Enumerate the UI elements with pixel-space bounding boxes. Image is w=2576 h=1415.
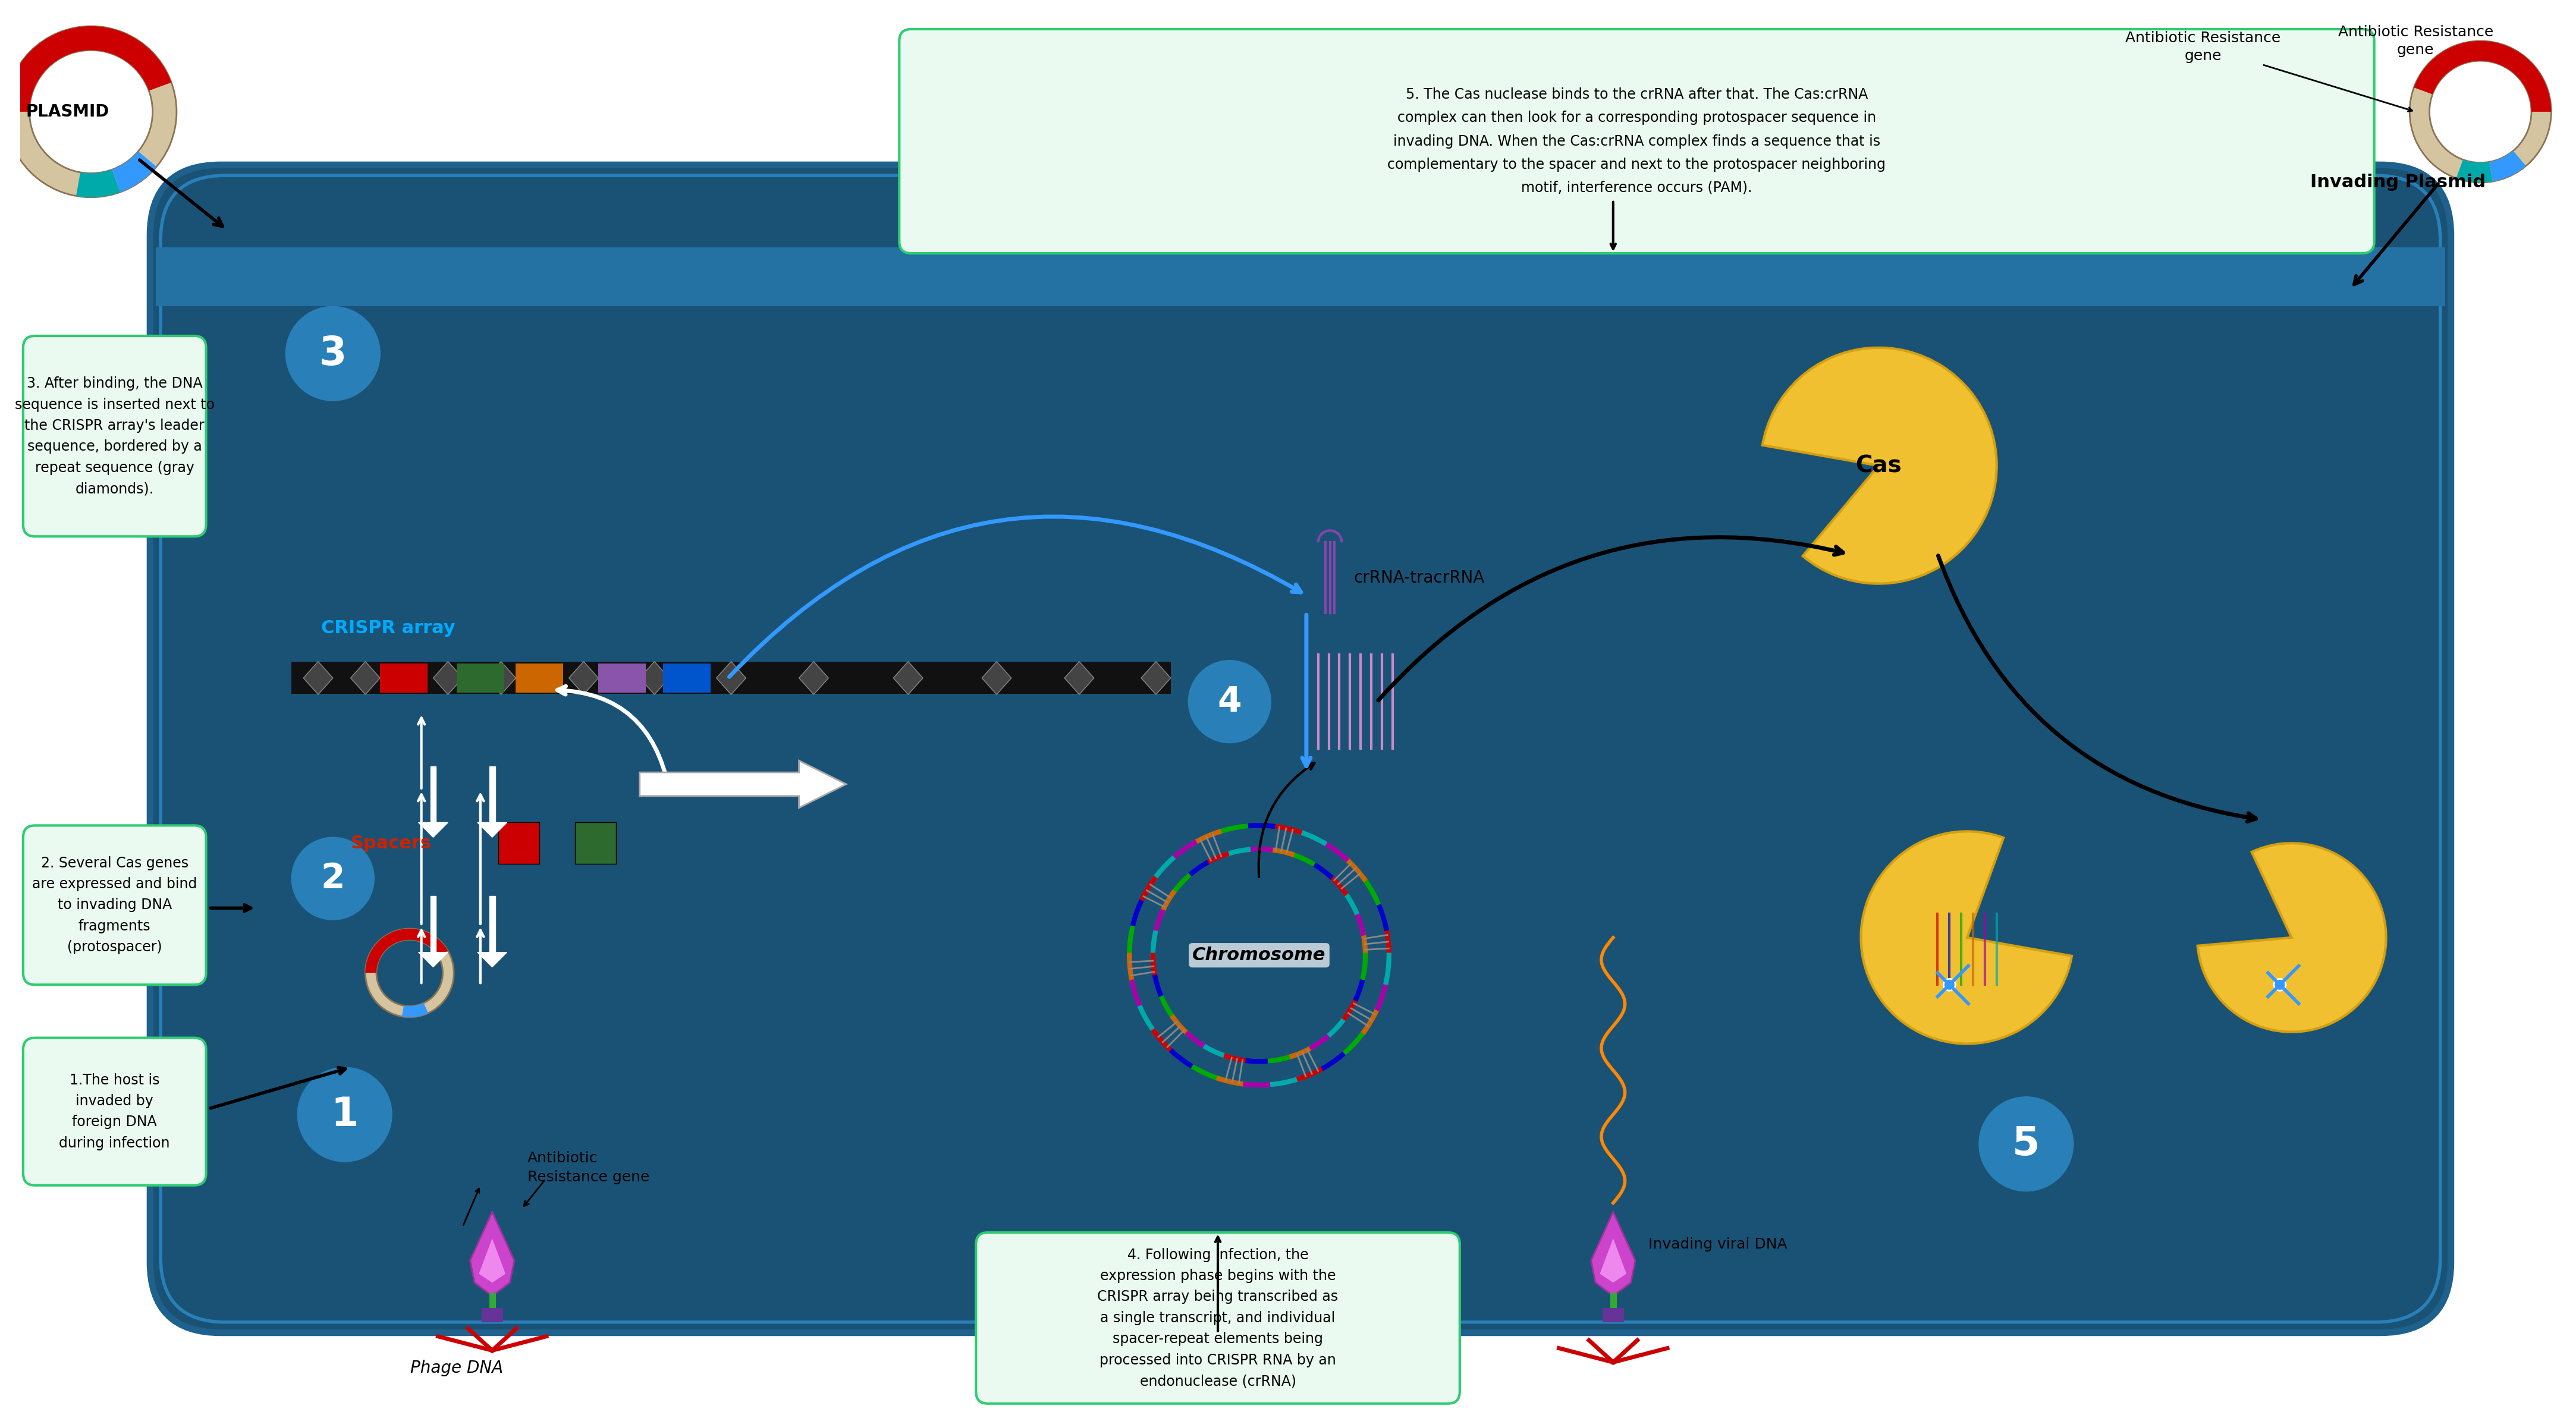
FancyBboxPatch shape [23,1037,206,1186]
Bar [291,661,1170,693]
Polygon shape [1600,1238,1625,1282]
Wedge shape [77,170,121,197]
Polygon shape [569,661,598,695]
Text: PLASMID: PLASMID [26,103,108,120]
Circle shape [291,838,374,920]
Wedge shape [366,928,453,1017]
Polygon shape [1592,1211,1636,1296]
Bar [1602,1307,1623,1323]
Polygon shape [479,1238,505,1282]
Circle shape [1942,979,1955,990]
Polygon shape [417,952,448,966]
Wedge shape [2409,41,2550,183]
Bar [598,664,647,693]
Polygon shape [1141,661,1170,695]
Polygon shape [799,661,829,695]
Wedge shape [2488,151,2527,181]
Wedge shape [402,1003,428,1017]
Text: 2: 2 [322,862,345,896]
Text: 4. Following infection, the
expression phase begins with the
CRISPR array being : 4. Following infection, the expression p… [1097,1248,1340,1388]
Wedge shape [2197,843,2385,1032]
Bar [574,822,616,863]
Bar [515,664,564,693]
Text: Antibiotic Resistance
gene: Antibiotic Resistance gene [2125,31,2280,62]
Polygon shape [477,952,507,966]
Circle shape [286,307,381,400]
Polygon shape [304,661,332,695]
Text: 3. After binding, the DNA
sequence is inserted next to
the CRISPR array's leader: 3. After binding, the DNA sequence is in… [15,376,214,495]
Wedge shape [5,27,178,197]
FancyBboxPatch shape [23,825,206,985]
FancyBboxPatch shape [976,1232,1461,1404]
Circle shape [296,1067,392,1162]
Circle shape [2275,979,2285,990]
Text: 5: 5 [2012,1125,2040,1163]
Wedge shape [5,27,173,112]
Polygon shape [639,661,670,695]
Bar [430,767,435,822]
Polygon shape [639,761,845,808]
Text: CRISPR array: CRISPR array [322,620,456,637]
Circle shape [1188,661,1270,743]
Wedge shape [366,928,448,974]
Text: 4: 4 [1218,685,1242,719]
Text: Invading Plasmid: Invading Plasmid [2311,174,2486,191]
Polygon shape [981,661,1012,695]
Text: Cas: Cas [1855,454,1901,477]
Polygon shape [477,822,507,838]
Wedge shape [1762,348,1996,583]
Polygon shape [433,661,464,695]
Text: 3: 3 [319,334,348,374]
Wedge shape [1860,832,2071,1044]
Text: 1: 1 [330,1095,358,1135]
Text: 1.The host is
invaded by
foreign DNA
during infection: 1.The host is invaded by foreign DNA dur… [59,1073,170,1150]
Polygon shape [894,661,922,695]
Polygon shape [1064,661,1095,695]
Text: 2. Several Cas genes
are expressed and bind
to invading DNA
fragments
(protospac: 2. Several Cas genes are expressed and b… [31,856,198,954]
Bar [489,896,495,952]
Bar [662,664,711,693]
Bar [456,664,505,693]
Bar [489,767,495,822]
Polygon shape [487,661,515,695]
Text: crRNA-tracrRNA: crRNA-tracrRNA [1352,569,1484,586]
FancyBboxPatch shape [899,30,2375,253]
Wedge shape [2414,41,2550,112]
Wedge shape [113,151,157,192]
FancyBboxPatch shape [23,335,206,536]
Text: Invading viral DNA: Invading viral DNA [1649,1237,1788,1251]
Bar [430,896,435,952]
Bar [497,822,538,863]
Polygon shape [350,661,381,695]
Polygon shape [417,822,448,838]
Bar [157,248,2445,307]
Bar [482,1307,502,1323]
Circle shape [1978,1097,2074,1191]
Text: 5. The Cas nuclease binds to the crRNA after that. The Cas:crRNA
complex can the: 5. The Cas nuclease binds to the crRNA a… [1388,88,1886,195]
Text: Chromosome: Chromosome [1193,947,1327,964]
Text: Spacers: Spacers [350,835,433,852]
Polygon shape [716,661,747,695]
Text: Antibiotic Resistance
gene: Antibiotic Resistance gene [2339,25,2494,57]
Text: Antibiotic
Resistance gene: Antibiotic Resistance gene [528,1150,649,1184]
Wedge shape [2455,160,2494,183]
Bar [381,664,428,693]
Polygon shape [469,1211,515,1296]
Text: Phage DNA: Phage DNA [410,1360,502,1377]
FancyBboxPatch shape [149,164,2450,1333]
